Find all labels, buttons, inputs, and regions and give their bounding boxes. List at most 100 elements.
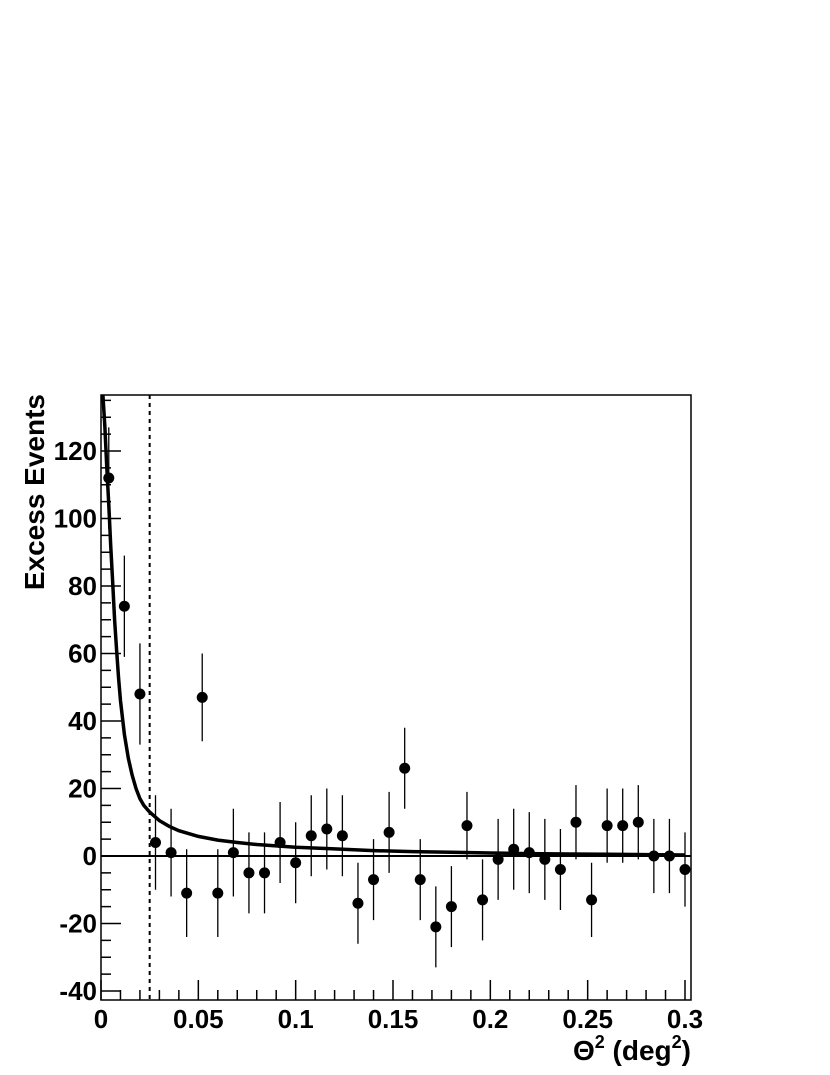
data-point	[663, 850, 675, 862]
data-point-group	[430, 886, 442, 968]
data-point-group	[134, 643, 146, 745]
data-point-group	[336, 795, 348, 877]
x-axis-symbol-sup: 2	[595, 1032, 605, 1052]
data-point-group	[103, 427, 115, 529]
data-point-group	[181, 849, 193, 937]
x-axis-unit-open: (deg	[605, 1035, 672, 1066]
x-tick-label: 0.1	[278, 1004, 314, 1034]
plot-frame	[100, 394, 692, 1001]
data-point	[305, 830, 317, 842]
axis-ticks	[100, 399, 686, 1000]
data-point	[227, 847, 239, 859]
data-point-group	[274, 802, 286, 883]
data-point-group	[461, 791, 473, 860]
data-point-group	[663, 818, 675, 894]
data-point	[103, 472, 115, 484]
data-point	[290, 857, 302, 869]
y-tick-label: 100	[54, 504, 97, 534]
x-tick-label: 0	[94, 1004, 108, 1034]
data-point	[492, 853, 504, 865]
data-point-group	[212, 849, 224, 937]
data-point	[539, 853, 551, 865]
x-tick-label: 0.2	[472, 1004, 508, 1034]
data-point	[274, 837, 286, 848]
data-point	[477, 894, 489, 906]
data-point-group	[648, 818, 660, 894]
data-point	[336, 830, 348, 842]
x-tick-label: 0.05	[173, 1004, 224, 1034]
data-point	[461, 820, 473, 832]
data-point-group	[227, 808, 239, 897]
data-point	[150, 837, 162, 848]
data-points	[103, 427, 691, 968]
data-point	[352, 897, 364, 909]
x-axis-unit-close: )	[682, 1035, 691, 1066]
data-point	[399, 762, 411, 774]
data-point-group	[305, 795, 317, 877]
data-point	[165, 847, 177, 859]
data-point-group	[554, 829, 566, 910]
data-point-group	[150, 795, 162, 890]
data-point-group	[368, 839, 380, 921]
data-point-group	[632, 785, 644, 860]
data-point	[259, 867, 271, 879]
y-tick-label: 120	[54, 436, 97, 466]
data-point	[414, 874, 426, 886]
data-point	[508, 843, 520, 855]
data-point-group	[679, 832, 691, 907]
data-point-group	[586, 862, 598, 937]
data-point	[648, 850, 660, 862]
y-tick-label: 40	[68, 706, 97, 736]
data-point	[430, 921, 442, 933]
data-point-group	[259, 832, 271, 914]
data-point	[570, 816, 582, 828]
data-point-group	[508, 808, 520, 890]
data-point	[445, 901, 457, 913]
data-point	[679, 864, 691, 875]
x-axis-title: Θ2 (deg2)	[573, 1032, 691, 1066]
data-point-group	[492, 818, 504, 900]
data-point	[212, 887, 224, 899]
y-tick-label: 0	[83, 841, 97, 871]
data-point-group	[617, 788, 629, 863]
data-point-group	[399, 727, 411, 809]
data-point-group	[523, 812, 535, 894]
data-point	[134, 688, 146, 700]
fit-curve	[101, 394, 686, 857]
tick-labels: 0 0.05 0.1 0.15 0.2 0.25 0.3 -40 -20 0 20 40 60 80 100…	[54, 436, 703, 1034]
data-point-group	[165, 808, 177, 897]
data-point	[321, 823, 333, 835]
y-tick-label: -40	[59, 976, 97, 1006]
data-point	[617, 820, 629, 832]
data-point-group	[290, 822, 302, 904]
data-point	[118, 600, 130, 612]
data-point	[632, 816, 644, 828]
data-point	[554, 864, 566, 875]
x-axis-unit-sup: 2	[672, 1032, 682, 1052]
data-point-group	[477, 859, 489, 941]
data-point-group	[414, 839, 426, 921]
y-tick-label: -20	[59, 909, 97, 939]
data-point	[181, 887, 193, 899]
data-point-group	[539, 818, 551, 900]
data-point-group	[321, 788, 333, 870]
y-tick-label: 60	[68, 639, 97, 669]
data-point-group	[601, 788, 613, 863]
x-axis-symbol: Θ	[573, 1035, 595, 1066]
data-point-group	[383, 791, 395, 873]
data-point	[243, 867, 255, 879]
data-point-group	[118, 555, 130, 657]
x-tick-label: 0.25	[562, 1004, 613, 1034]
data-point-group	[445, 866, 457, 948]
data-point	[601, 820, 613, 832]
data-point-group	[352, 862, 364, 944]
data-point	[383, 826, 395, 838]
data-point-group	[570, 785, 582, 860]
data-point	[523, 847, 535, 859]
y-tick-label: 20	[68, 774, 97, 804]
data-point	[196, 691, 208, 703]
y-axis-title: Excess Events	[19, 394, 50, 590]
data-point	[586, 894, 598, 906]
y-tick-label: 80	[68, 571, 97, 601]
